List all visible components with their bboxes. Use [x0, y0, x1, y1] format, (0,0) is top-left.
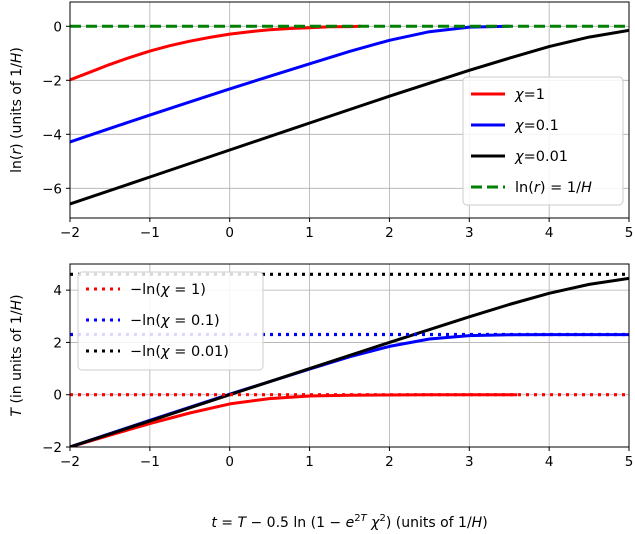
bottom-ytick-label: 0 [53, 388, 62, 404]
bottom-legend-label-4: −ln(χ = 0.1) [130, 313, 220, 329]
bottom-ylabel: T (in units of 1/H) [9, 294, 25, 416]
top-legend-label-0: χ=1 [514, 87, 545, 103]
bottom-legend-label-3: −ln(χ = 1) [130, 282, 206, 298]
top-series-line-2 [70, 28, 629, 206]
top-xtick-label: −1 [140, 225, 160, 241]
bottom-panel: −2 −1 0 1 2 3 4 5 4 2 0 −2 T (in units of 1/H) t = T … [9, 263, 634, 531]
bottom-xtick-label: 4 [545, 454, 554, 470]
top-ytick-label: −6 [42, 181, 62, 197]
bottom-ytick-label: −2 [42, 440, 62, 456]
bottom-series-line-0 [70, 393, 518, 447]
top-ylabel: ln(r) (units of 1/H) [9, 47, 25, 173]
top-xtick-label: −2 [60, 225, 80, 241]
top-xtick-label: 0 [225, 225, 234, 241]
top-panel: −2 −1 0 1 2 3 4 5 0 −2 −4 −6 ln(r) (units of 1/H) χ=1… [9, 1, 634, 241]
bottom-legend-frame [77, 271, 264, 371]
top-series-line-0 [70, 24, 361, 82]
bottom-xtick-label: 2 [385, 454, 394, 470]
bottom-xtick-label: −1 [140, 454, 160, 470]
top-xtick-label: 1 [305, 225, 314, 241]
bottom-ytick-label: 2 [53, 335, 62, 351]
bottom-xtick-label: 5 [625, 454, 634, 470]
top-legend: χ=1 χ=0.1 χ=0.01 ln(r) = 1/H [462, 76, 624, 206]
bottom-axes-frame [69, 263, 630, 448]
top-axes-frame [69, 1, 630, 219]
top-xtick-label: 3 [465, 225, 474, 241]
top-series-line-1 [70, 24, 510, 144]
top-ytick-label: 0 [53, 19, 62, 35]
bottom-xlabel: t = T − 0.5 ln (1 − e2T χ2) (units of 1/… [211, 513, 487, 531]
top-legend-label-1: χ=0.1 [514, 118, 559, 134]
top-xtick-label: 2 [385, 225, 394, 241]
top-legend-label-2: χ=0.01 [514, 149, 568, 165]
bottom-xtick-label: 0 [225, 454, 234, 470]
top-xtick-label: 4 [545, 225, 554, 241]
bottom-series-group [70, 272, 629, 447]
top-ytick-label: −2 [42, 73, 62, 89]
bottom-xtick-label: −2 [60, 454, 80, 470]
bottom-xtick-label: 3 [465, 454, 474, 470]
top-legend-frame [462, 76, 624, 206]
bottom-legend: −ln(χ = 1) −ln(χ = 0.1) −ln(χ = 0.01) [77, 271, 264, 371]
top-ytick-label: −4 [42, 127, 62, 143]
bottom-series-line-2 [70, 276, 629, 447]
top-xtick-label: 5 [625, 225, 634, 241]
bottom-ytick-label: 4 [53, 283, 62, 299]
top-legend-label-3: ln(r) = 1/H [515, 180, 592, 196]
top-series-group [70, 24, 629, 206]
bottom-legend-label-5: −ln(χ = 0.01) [130, 344, 229, 360]
bottom-xtick-label: 1 [305, 454, 314, 470]
